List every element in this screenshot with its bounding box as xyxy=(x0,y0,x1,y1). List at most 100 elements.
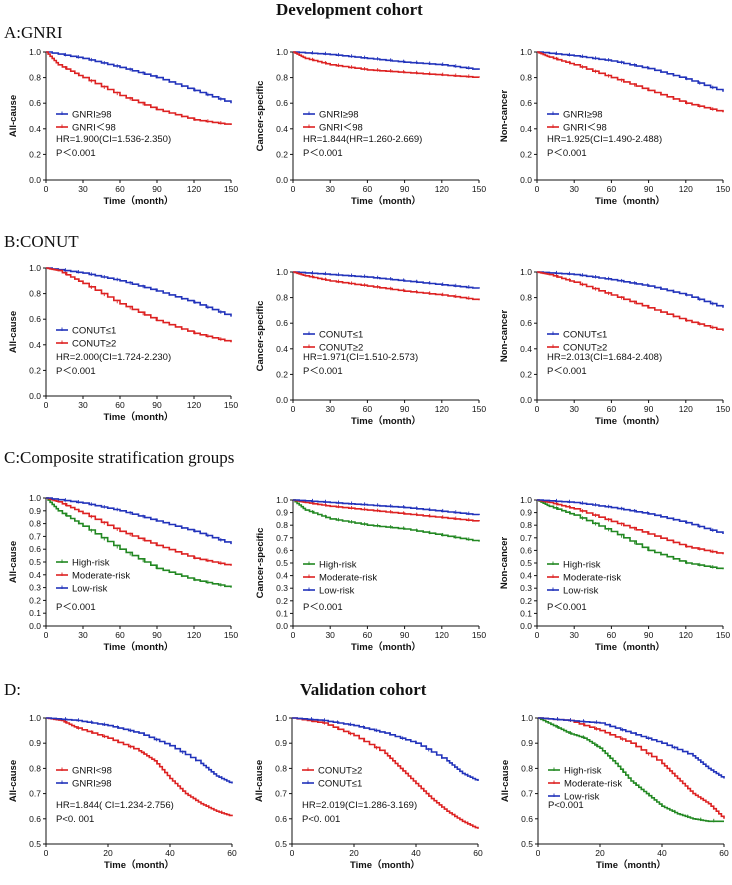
x-axis-title: Time（month） xyxy=(595,415,665,427)
legend-label: CONUT≥2 xyxy=(318,766,362,777)
section-d-label: D: xyxy=(4,680,21,699)
section-a-label: A:GNRI xyxy=(4,23,63,42)
km-curve-red xyxy=(293,51,480,78)
y-axis-title: Cancer-specific xyxy=(255,301,266,372)
x-tick-label: 60 xyxy=(607,184,617,194)
y-tick-label: 0.7 xyxy=(276,533,288,543)
km-chart-d3: 0.5 0.6 0.7 0.8 0.9 1.0 0 20 40 60 Time（month） All-… xyxy=(500,713,729,871)
x-tick-label: 0 xyxy=(291,404,296,414)
legend-label: Low-risk xyxy=(563,586,599,597)
legend-label: Low-risk xyxy=(319,586,355,597)
x-tick-label: 90 xyxy=(152,400,162,410)
y-tick-label: 1.0 xyxy=(276,47,288,57)
km-chart-b3: 0.0 0.2 0.4 0.6 0.8 1.0 0 30 60 90 120 150 Time（mont… xyxy=(499,267,730,427)
y-tick-label: 0.8 xyxy=(276,520,288,530)
y-tick-label: 0.8 xyxy=(29,763,41,773)
y-axis-title: Cancer-specific xyxy=(255,528,266,599)
y-tick-label: 1.0 xyxy=(520,47,532,57)
x-tick-label: 150 xyxy=(472,630,486,640)
km-curve-blue xyxy=(46,267,232,317)
y-tick-label: 0.0 xyxy=(29,621,41,631)
y-tick-label: 0.7 xyxy=(29,789,41,799)
x-tick-label: 150 xyxy=(716,630,730,640)
y-tick-label: 0.6 xyxy=(29,314,41,324)
x-tick-label: 60 xyxy=(363,184,373,194)
y-axis-title: Non-cancer xyxy=(499,537,510,590)
x-axis-title: Time（month） xyxy=(350,859,420,871)
y-tick-label: 0.8 xyxy=(520,520,532,530)
legend-label: GNRI<98 xyxy=(72,766,112,777)
km-curve-blue xyxy=(293,51,480,70)
y-tick-label: 0.7 xyxy=(29,531,41,541)
y-axis-title: Non-cancer xyxy=(499,310,510,363)
y-tick-label: 0.8 xyxy=(29,519,41,529)
legend-label: CONUT≤1 xyxy=(319,330,363,341)
y-tick-label: 0.9 xyxy=(29,738,41,748)
y-tick-label: 0.3 xyxy=(29,583,41,593)
x-tick-label: 20 xyxy=(349,848,359,858)
y-tick-label: 0.3 xyxy=(520,583,532,593)
y-tick-label: 1.0 xyxy=(29,493,41,503)
y-tick-label: 0.2 xyxy=(276,149,288,159)
km-curve-blue xyxy=(537,271,724,308)
stat-annotation: HR=1.844(HR=1.260-2.669) xyxy=(303,134,422,145)
y-axis-title: All-cause xyxy=(8,541,19,583)
km-chart-b1: 0.0 0.2 0.4 0.6 0.8 1.0 0 30 60 90 120 150 Time（mont… xyxy=(8,263,238,423)
y-tick-label: 0.5 xyxy=(520,558,532,568)
x-tick-label: 0 xyxy=(290,848,295,858)
validation-cohort-title: Validation cohort xyxy=(300,680,427,699)
stat-annotation: P<0. 001 xyxy=(302,814,340,825)
x-tick-label: 0 xyxy=(291,630,296,640)
y-tick-label: 1.0 xyxy=(29,47,41,57)
legend-label: GNRI≥98 xyxy=(563,110,603,121)
km-chart-c2: 0.0 0.1 0.2 0.3 0.4 0.5 0.6 0.7 0.8 0.9 1.0 0 30 60 90… xyxy=(255,495,486,653)
y-axis-title: All-cause xyxy=(254,760,265,802)
km-curve-blue xyxy=(46,497,232,545)
y-tick-label: 0.4 xyxy=(520,124,532,134)
y-axis-title: Cancer-specific xyxy=(255,81,266,152)
y-tick-label: 0.2 xyxy=(520,369,532,379)
y-tick-label: 0.6 xyxy=(520,98,532,108)
x-tick-label: 90 xyxy=(644,630,654,640)
y-tick-label: 0.8 xyxy=(521,763,533,773)
y-tick-label: 0.6 xyxy=(520,318,532,328)
x-axis-title: Time（month） xyxy=(104,859,174,871)
km-curve-red xyxy=(293,499,480,522)
x-tick-label: 0 xyxy=(44,848,49,858)
x-tick-label: 0 xyxy=(535,404,540,414)
km-curve-blue xyxy=(292,717,479,781)
legend-label: Moderate-risk xyxy=(72,571,130,582)
x-tick-label: 20 xyxy=(103,848,113,858)
x-tick-label: 120 xyxy=(435,630,449,640)
y-tick-label: 0.4 xyxy=(29,570,41,580)
y-tick-label: 0.6 xyxy=(29,814,41,824)
x-tick-label: 0 xyxy=(44,630,49,640)
x-tick-label: 60 xyxy=(227,848,237,858)
legend-label: CONUT≥2 xyxy=(563,343,607,354)
development-cohort-title: Development cohort xyxy=(276,0,423,19)
legend-label: Moderate-risk xyxy=(564,779,622,790)
x-axis-title: Time（month） xyxy=(103,195,173,207)
y-tick-label: 0.4 xyxy=(520,571,532,581)
y-tick-label: 0.7 xyxy=(520,533,532,543)
x-tick-label: 30 xyxy=(569,184,579,194)
x-tick-label: 90 xyxy=(644,184,654,194)
y-tick-label: 0.9 xyxy=(275,738,287,748)
km-chart-d2: 0.5 0.6 0.7 0.8 0.9 1.0 0 20 40 60 Time（month） All-… xyxy=(254,713,483,871)
legend-label: GNRI＜98 xyxy=(319,123,363,134)
x-axis-title: Time（month） xyxy=(595,195,665,207)
legend-label: CONUT≤1 xyxy=(318,779,362,790)
x-tick-label: 60 xyxy=(363,404,373,414)
stat-annotation: HR=1.925(CI=1.490-2.488) xyxy=(547,134,662,145)
x-tick-label: 90 xyxy=(400,630,410,640)
y-tick-label: 1.0 xyxy=(276,267,288,277)
y-tick-label: 0.4 xyxy=(276,571,288,581)
x-tick-label: 30 xyxy=(78,400,88,410)
km-curve-blue xyxy=(537,51,724,92)
km-curve-green xyxy=(46,497,232,588)
km-curve-red xyxy=(46,51,232,125)
y-tick-label: 0.5 xyxy=(276,558,288,568)
km-curve-red xyxy=(537,499,724,555)
km-chart-c1: 0.0 0.1 0.2 0.3 0.4 0.5 0.6 0.7 0.8 0.9 1.0 0 30 60 90… xyxy=(8,493,238,653)
x-tick-label: 120 xyxy=(187,400,201,410)
